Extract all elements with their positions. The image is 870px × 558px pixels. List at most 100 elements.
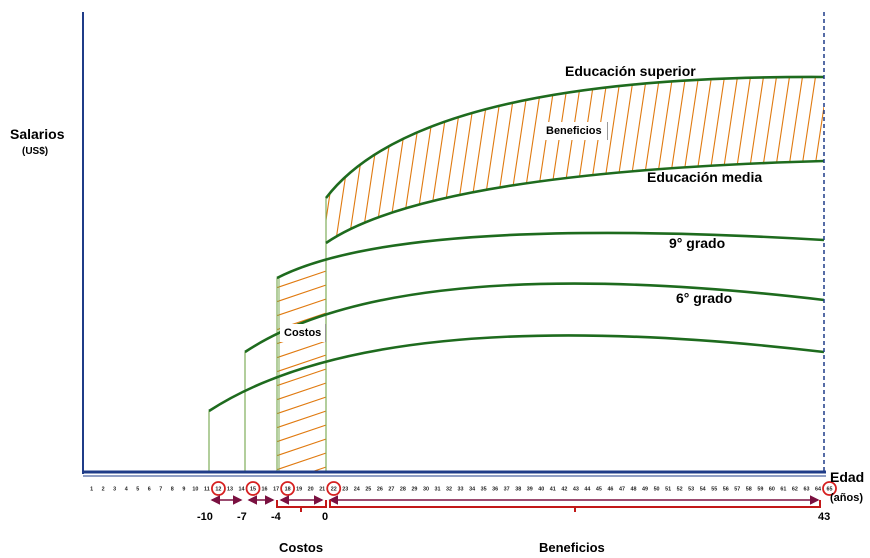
age-tick-46: 46 xyxy=(607,487,613,493)
age-tick-19: 19 xyxy=(296,487,302,493)
age-tick-51: 51 xyxy=(665,487,671,493)
age-tick-35: 35 xyxy=(481,487,487,493)
age-tick-18: 18 xyxy=(285,487,291,493)
age-tick-7: 7 xyxy=(159,487,162,493)
age-tick-14: 14 xyxy=(238,487,244,493)
age-tick-53: 53 xyxy=(688,487,694,493)
costs-hatch-line xyxy=(277,379,326,403)
age-tick-15: 15 xyxy=(250,487,256,493)
benefits-region-label: Beneficios xyxy=(541,122,608,140)
benefits-hatch-line xyxy=(722,76,754,244)
timeline-tick-zero: 0 xyxy=(322,511,329,523)
age-tick-33: 33 xyxy=(458,487,464,493)
age-tick-17: 17 xyxy=(273,487,279,493)
benefits-hatch-line xyxy=(696,76,728,244)
age-tick-30: 30 xyxy=(423,487,429,493)
age-tick-9: 9 xyxy=(182,487,185,493)
costs-hatch-line xyxy=(277,365,326,389)
curve-label-sexto: 6° grado xyxy=(676,290,733,306)
curve-sexto xyxy=(244,282,825,354)
age-tick-28: 28 xyxy=(400,487,406,493)
curve-label-superior: Educación superior xyxy=(565,63,696,79)
benefits-hatch-line xyxy=(761,76,793,244)
benefits-hatch-line xyxy=(540,76,572,244)
costs-bracket xyxy=(276,500,327,508)
benefits-hatch-line xyxy=(514,76,546,244)
age-tick-59: 59 xyxy=(757,487,763,493)
timeline-tick-minus7: -7 xyxy=(237,511,247,523)
age-tick-16: 16 xyxy=(262,487,268,493)
costs-hatch-line xyxy=(277,407,326,431)
age-tick-48: 48 xyxy=(631,487,637,493)
age-tick-52: 52 xyxy=(677,487,683,493)
age-tick-5: 5 xyxy=(136,487,139,493)
timeline-tick-minus4: -4 xyxy=(271,511,281,523)
benefits-hatch-line xyxy=(657,76,689,244)
age-tick-39: 39 xyxy=(527,487,533,493)
benefits-hatch-line xyxy=(371,76,403,244)
benefits-hatch-line xyxy=(840,60,870,260)
age-tick-54: 54 xyxy=(700,487,706,493)
age-tick-41: 41 xyxy=(550,487,556,493)
benefits-hatch-line xyxy=(827,60,857,260)
age-tick-47: 47 xyxy=(619,487,625,493)
benefits-hatch-line xyxy=(683,76,715,244)
age-tick-58: 58 xyxy=(746,487,752,493)
age-tick-34: 34 xyxy=(469,487,475,493)
age-circle-18 xyxy=(280,481,296,496)
age-tick-3: 3 xyxy=(113,487,116,493)
curve-label-media: Educación media xyxy=(647,169,763,185)
age-tick-1: 1 xyxy=(90,487,93,493)
age-tick-61: 61 xyxy=(780,487,786,493)
benefits-hatch-line xyxy=(592,76,624,244)
age-circle-22 xyxy=(326,481,342,496)
curve-base xyxy=(208,334,825,413)
costs-hatch-line xyxy=(270,478,335,500)
benefits-hatch-line xyxy=(423,76,455,244)
age-tick-21: 21 xyxy=(319,487,325,493)
benefits-hatch-line xyxy=(358,76,390,244)
benefits-hatch-line xyxy=(735,76,767,244)
age-tick-45: 45 xyxy=(596,487,602,493)
age-tick-23: 23 xyxy=(342,487,348,493)
benefits-hatch-line xyxy=(605,76,637,244)
costs-hatch-line xyxy=(270,520,335,542)
age-tick-63: 63 xyxy=(803,487,809,493)
timeline-benefits-label: Beneficios xyxy=(539,540,605,555)
age-tick-31: 31 xyxy=(435,487,441,493)
x-axis-unit: (años) xyxy=(830,492,863,504)
age-tick-22: 22 xyxy=(331,487,337,493)
age-tick-32: 32 xyxy=(446,487,452,493)
benefits-hatch-line xyxy=(774,76,806,244)
age-tick-10: 10 xyxy=(192,487,198,493)
costs-hatch-line xyxy=(277,393,326,417)
benefits-hatch-line xyxy=(787,76,819,244)
age-tick-8: 8 xyxy=(171,487,174,493)
costs-hatch-line xyxy=(277,351,326,375)
curve-media xyxy=(325,159,825,245)
age-tick-42: 42 xyxy=(561,487,567,493)
age-tick-12: 12 xyxy=(215,487,221,493)
age-tick-55: 55 xyxy=(711,487,717,493)
costs-hatch-line xyxy=(277,463,326,472)
timeline-tick-43: 43 xyxy=(818,511,831,523)
age-tick-25: 25 xyxy=(365,487,371,493)
y-axis-unit: (US$) xyxy=(22,146,49,157)
age-tick-2: 2 xyxy=(102,487,105,493)
costs-hatch-line xyxy=(277,435,326,459)
timeline-tick-minus10: -10 xyxy=(197,511,213,523)
age-tick-64: 64 xyxy=(815,487,821,493)
age-tick-36: 36 xyxy=(492,487,498,493)
benefits-hatch-line xyxy=(488,76,520,244)
benefits-hatch-line xyxy=(631,76,663,244)
benefits-hatch-line xyxy=(384,76,416,244)
age-tick-62: 62 xyxy=(792,487,798,493)
curve-label-noveno: 9° grado xyxy=(669,235,726,251)
age-tick-labels: 1 2 3 4 5 6 7 8 9 10 11 12 13 14 15 16 17 18 19 20 21 22 23 24 2… xyxy=(90,487,832,493)
age-tick-6: 6 xyxy=(148,487,151,493)
age-tick-37: 37 xyxy=(504,487,510,493)
age-tick-13: 13 xyxy=(227,487,233,493)
benefits-hatch-line xyxy=(670,76,702,244)
benefits-hatch-line xyxy=(501,76,533,244)
